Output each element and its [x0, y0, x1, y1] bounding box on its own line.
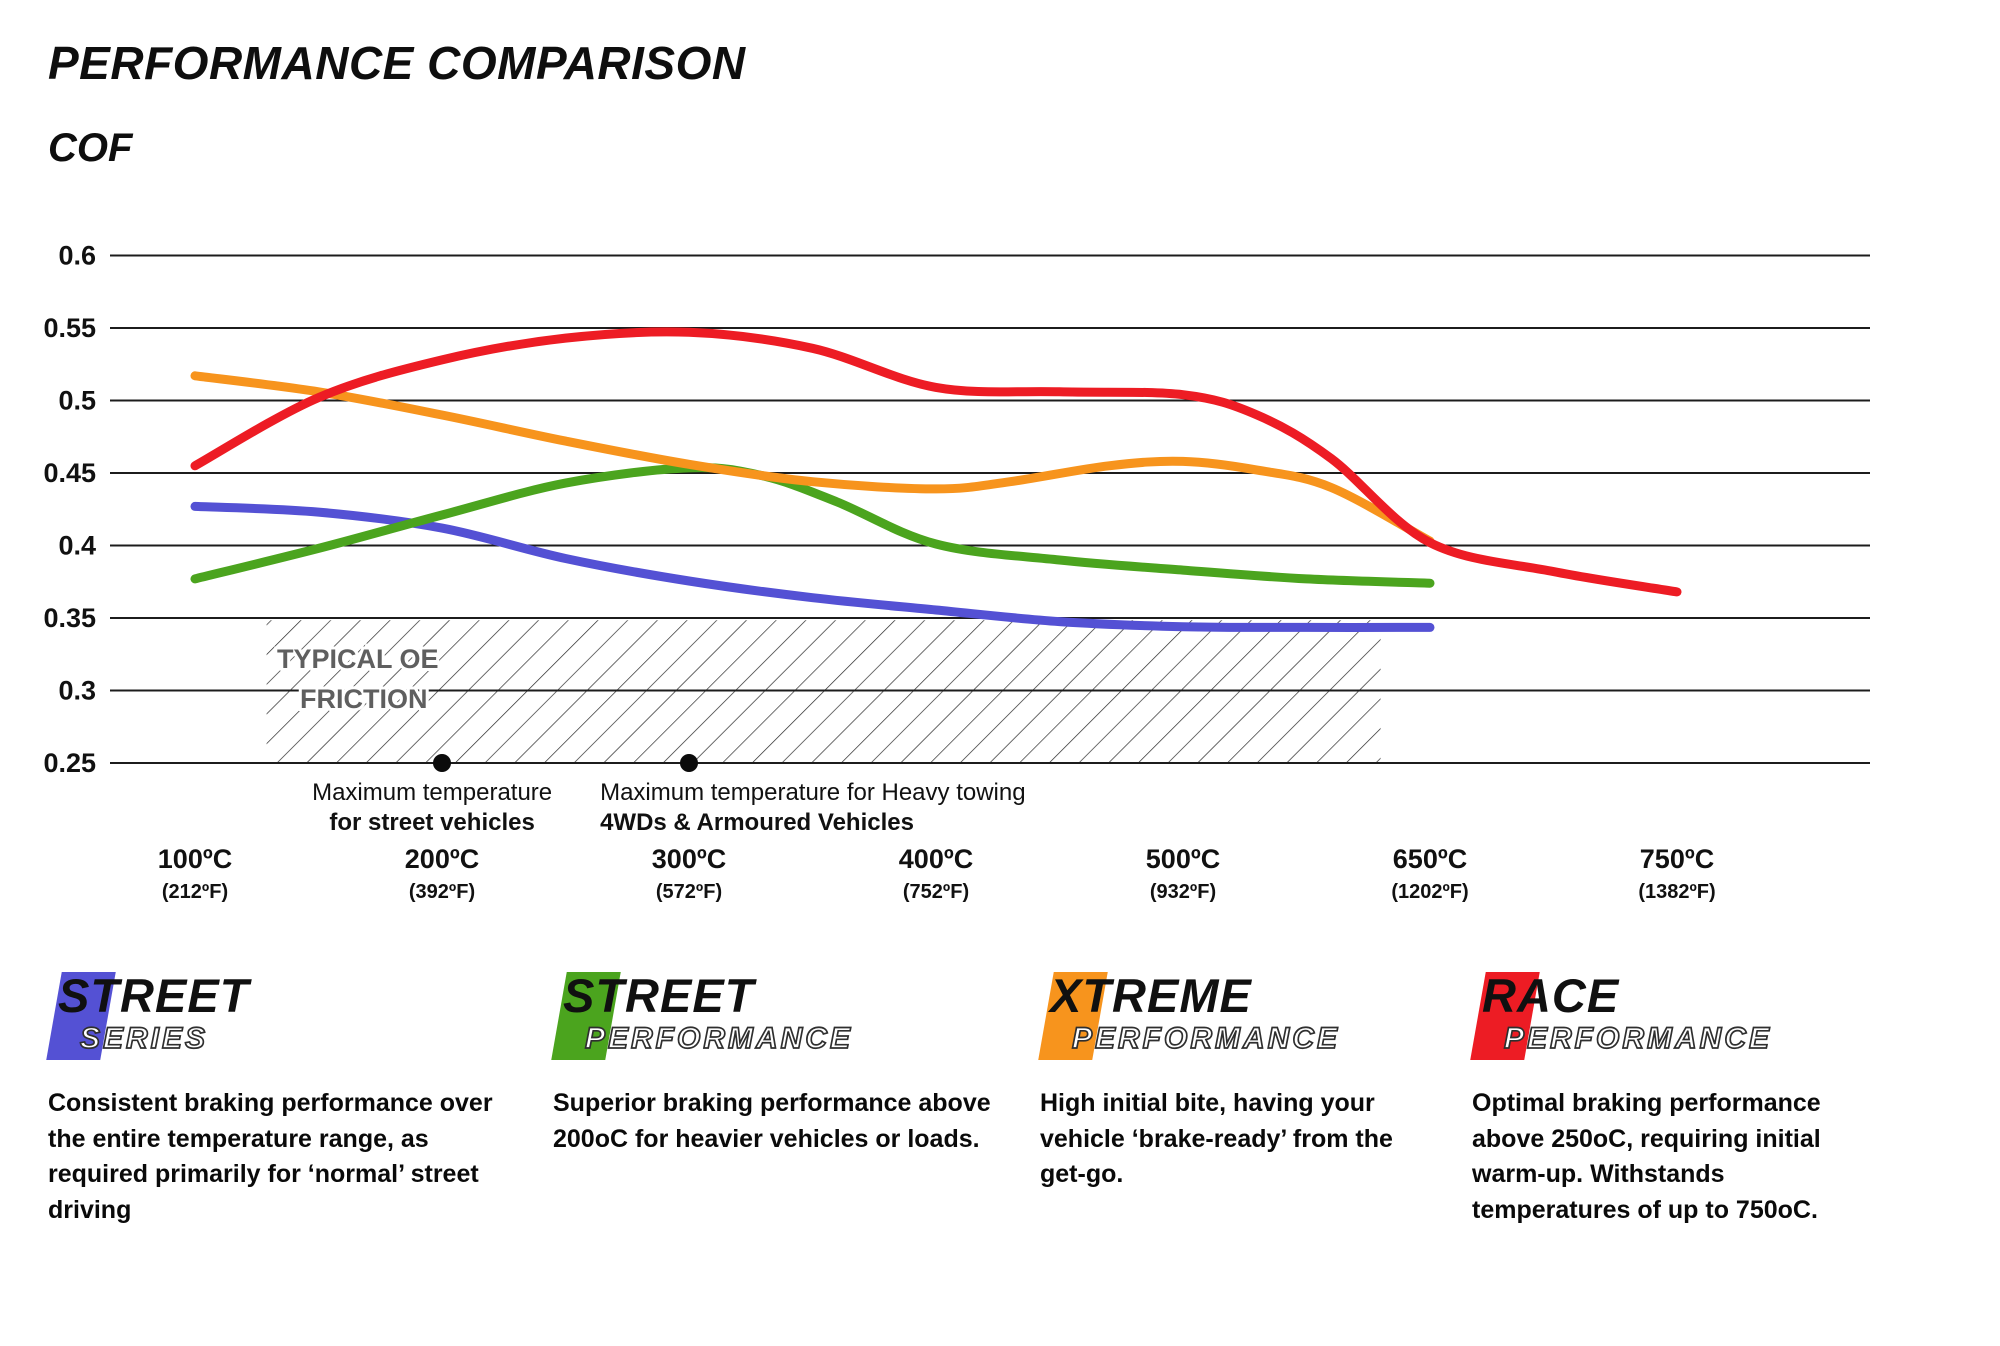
brand-name-line2: PERFORMANCE: [584, 1021, 854, 1056]
brand-name-line1: STREET: [58, 969, 250, 1022]
cof-chart: 0.6 0.55 0.5 0.45 0.4 0.35 0.3 0.25 TYPICAL OE FR…: [43, 241, 1870, 903]
annotation-2-line2: 4WDs & Armoured Vehicles: [600, 809, 914, 836]
x-tick-sublabel: (752ºF): [903, 881, 969, 903]
brand-description: Superior braking performance above 200oC…: [553, 1089, 991, 1153]
x-tick-sublabel: (932ºF): [1150, 881, 1216, 903]
series-line-street-series: [190, 501, 1435, 632]
brand-name-line2: SERIES: [79, 1021, 209, 1056]
brand-description: Optimal braking performance above 250oC,…: [1472, 1089, 1821, 1224]
y-tick-label: 0.35: [43, 603, 96, 633]
series-line-xtreme-performance: [190, 371, 1435, 546]
annotation-2-line1: Maximum temperature for Heavy towing: [600, 779, 1025, 806]
y-tick-label: 0.5: [58, 386, 96, 416]
y-tick-label: 0.25: [43, 748, 96, 778]
y-axis-title: COF: [48, 126, 133, 170]
series-line-street-performance: [190, 463, 1435, 588]
street-series-logo: STREET SERIES: [46, 969, 553, 1072]
x-tick-label: 750ºC: [1640, 844, 1714, 874]
y-tick-label: 0.55: [43, 313, 96, 343]
y-tick-label: 0.3: [58, 676, 96, 706]
x-tick-label: 400ºC: [899, 844, 973, 874]
y-tick-label: 0.45: [43, 458, 96, 488]
street-performance-logo: STREET PERFORMANCE: [551, 969, 1040, 1072]
annotation-1-line2: for street vehicles: [329, 809, 534, 836]
y-tick-label: 0.6: [58, 241, 96, 271]
max-temp-marker-1: [433, 754, 451, 772]
typical-oe-friction-band: [266, 620, 1381, 763]
legend-item-xtreme-performance: XTREME PERFORMANCE High initial bite, ha…: [1038, 969, 1472, 1228]
x-tick-sublabel: (1382ºF): [1638, 881, 1715, 903]
x-tick-label: 500ºC: [1146, 844, 1220, 874]
legend-item-street-series: STREET SERIES Consistent braking perform…: [46, 969, 553, 1228]
brand-description: Consistent braking performance over the …: [48, 1089, 493, 1224]
y-tick-label: 0.4: [58, 531, 96, 561]
max-temp-marker-2: [680, 754, 698, 772]
brand-name-line1: XTREME: [1050, 969, 1252, 1022]
legend-item-street-performance: STREET PERFORMANCE Superior braking perf…: [551, 969, 1040, 1228]
brand-name-line2: PERFORMANCE: [1071, 1021, 1341, 1056]
x-tick-sublabel: (212ºF): [162, 881, 228, 903]
x-tick-label: 650ºC: [1393, 844, 1467, 874]
oe-band-label-line1: TYPICAL OE: [277, 644, 439, 674]
brand-name-line1: STREET: [563, 969, 755, 1022]
x-tick-label: 200ºC: [405, 844, 479, 874]
x-tick-label: 300ºC: [652, 844, 726, 874]
oe-band-label-line2: FRICTION: [300, 684, 428, 714]
brand-name-line2: PERFORMANCE: [1503, 1021, 1773, 1056]
race-performance-logo: RACE PERFORMANCE: [1470, 969, 1908, 1072]
brand-name-line1: RACE: [1482, 969, 1620, 1022]
page-title: PERFORMANCE COMPARISON: [48, 37, 746, 89]
xtreme-performance-logo: XTREME PERFORMANCE: [1038, 969, 1472, 1072]
legend-item-race-performance: RACE PERFORMANCE Optimal braking perform…: [1470, 969, 1908, 1228]
x-tick-sublabel: (392ºF): [409, 881, 475, 903]
annotation-1-line1: Maximum temperature: [312, 779, 552, 806]
x-tick-label: 100ºC: [158, 844, 232, 874]
legend: STREET SERIES Consistent braking perform…: [46, 969, 1908, 1228]
x-tick-sublabel: (1202ºF): [1391, 881, 1468, 903]
brand-description: High initial bite, having your vehicle ‘…: [1040, 1089, 1393, 1188]
x-tick-sublabel: (572ºF): [656, 881, 722, 903]
series-line-race-performance: [190, 327, 1682, 597]
